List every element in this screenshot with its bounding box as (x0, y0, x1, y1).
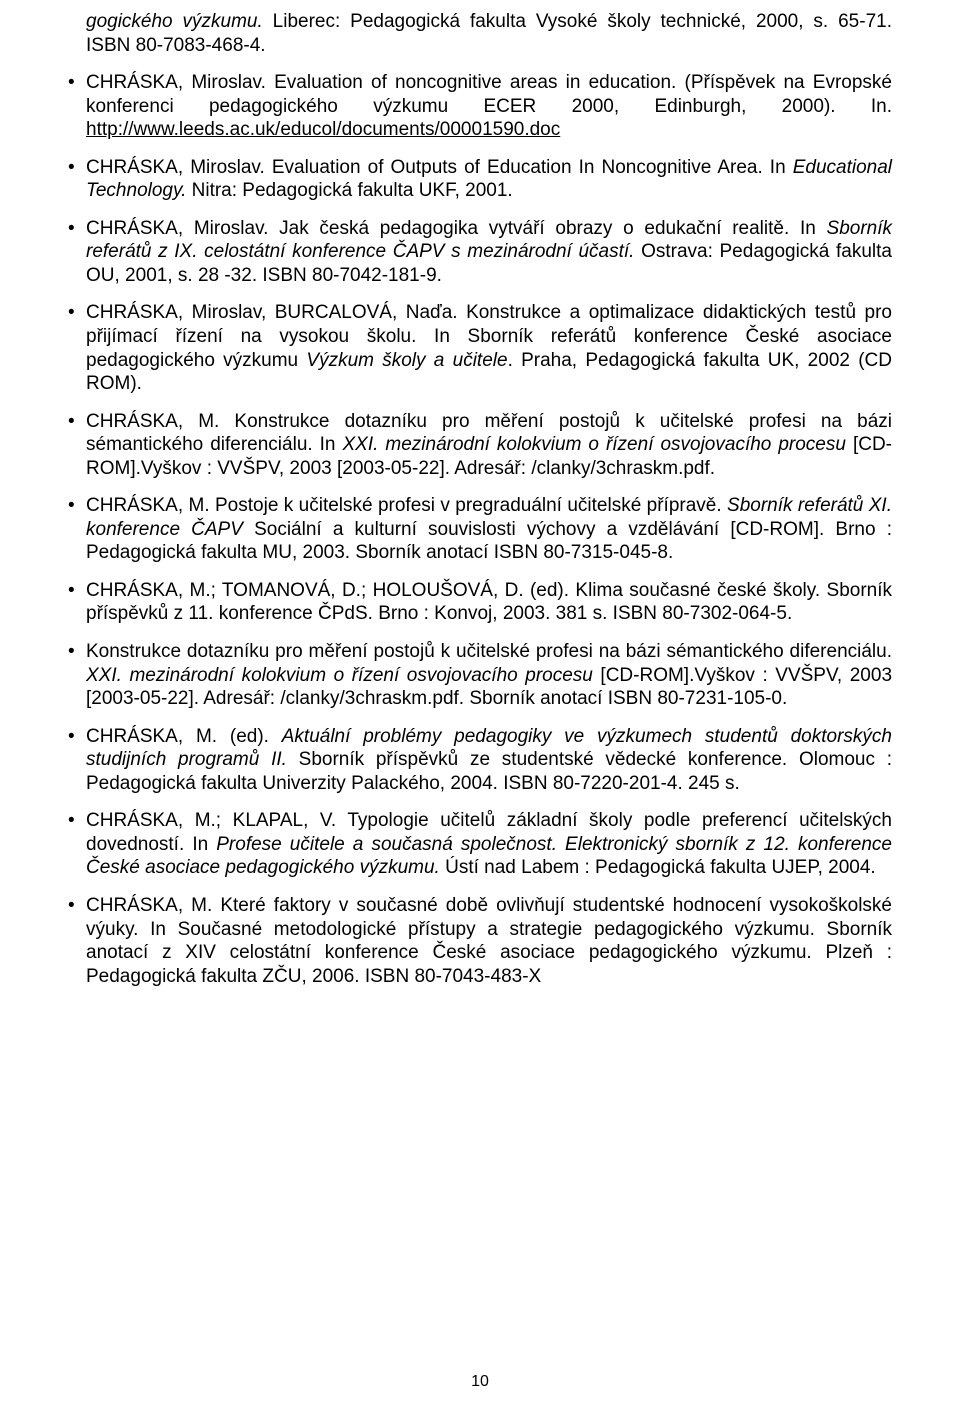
reference-item: CHRÁSKA, M. Postoje k učitelské profesi … (68, 494, 892, 565)
reference-text: Výzkum školy a učitele (306, 350, 507, 371)
document-page: gogického výzkumu. Liberec: Pedagogická … (0, 0, 960, 1414)
reference-text: CHRÁSKA, Miroslav. Evaluation of noncogn… (86, 72, 892, 117)
reference-text: CHRÁSKA, M. Které faktory v současné dob… (86, 895, 892, 987)
reference-text: CHRÁSKA, M. (ed). (86, 726, 282, 747)
reference-item: CHRÁSKA, Miroslav. Jak česká pedagogika … (68, 217, 892, 288)
reference-item: CHRÁSKA, M. Které faktory v současné dob… (68, 894, 892, 988)
reference-text: CHRÁSKA, M. Postoje k učitelské profesi … (86, 495, 727, 516)
reference-text: Ústí nad Labem : Pedagogická fakulta UJE… (440, 857, 876, 878)
reference-item: gogického výzkumu. Liberec: Pedagogická … (68, 10, 892, 57)
reference-text: Konstrukce dotazníku pro měření postojů … (86, 641, 892, 662)
reference-text: CHRÁSKA, Miroslav. Jak česká pedagogika … (86, 218, 827, 239)
reference-text: CHRÁSKA, M.; TOMANOVÁ, D.; HOLOUŠOVÁ, D.… (86, 580, 892, 625)
reference-item: CHRÁSKA, Miroslav, BURCALOVÁ, Naďa. Kons… (68, 301, 892, 395)
reference-item: CHRÁSKA, M.; KLAPAL, V. Typologie učitel… (68, 809, 892, 880)
reference-item: CHRÁSKA, M. Konstrukce dotazníku pro měř… (68, 410, 892, 481)
reference-item: Konstrukce dotazníku pro měření postojů … (68, 640, 892, 711)
reference-item: CHRÁSKA, M.; TOMANOVÁ, D.; HOLOUŠOVÁ, D.… (68, 579, 892, 626)
reference-item: CHRÁSKA, M. (ed). Aktuální problémy peda… (68, 725, 892, 796)
reference-item: CHRÁSKA, Miroslav. Evaluation of Outputs… (68, 156, 892, 203)
reference-text: CHRÁSKA, Miroslav. Evaluation of Outputs… (86, 157, 793, 178)
reference-list: gogického výzkumu. Liberec: Pedagogická … (68, 10, 892, 988)
page-number: 10 (0, 1372, 960, 1392)
reference-text: gogického výzkumu. (86, 11, 263, 32)
reference-text: XXI. mezinárodní kolokvium o řízení osvo… (86, 665, 600, 686)
reference-text: http://www.leeds.ac.uk/educol/documents/… (86, 119, 560, 140)
reference-item: CHRÁSKA, Miroslav. Evaluation of noncogn… (68, 71, 892, 142)
reference-text: Nitra: Pedagogická fakulta UKF, 2001. (186, 180, 512, 201)
reference-text: XXI. mezinárodní kolokvium o řízení osvo… (343, 434, 853, 455)
